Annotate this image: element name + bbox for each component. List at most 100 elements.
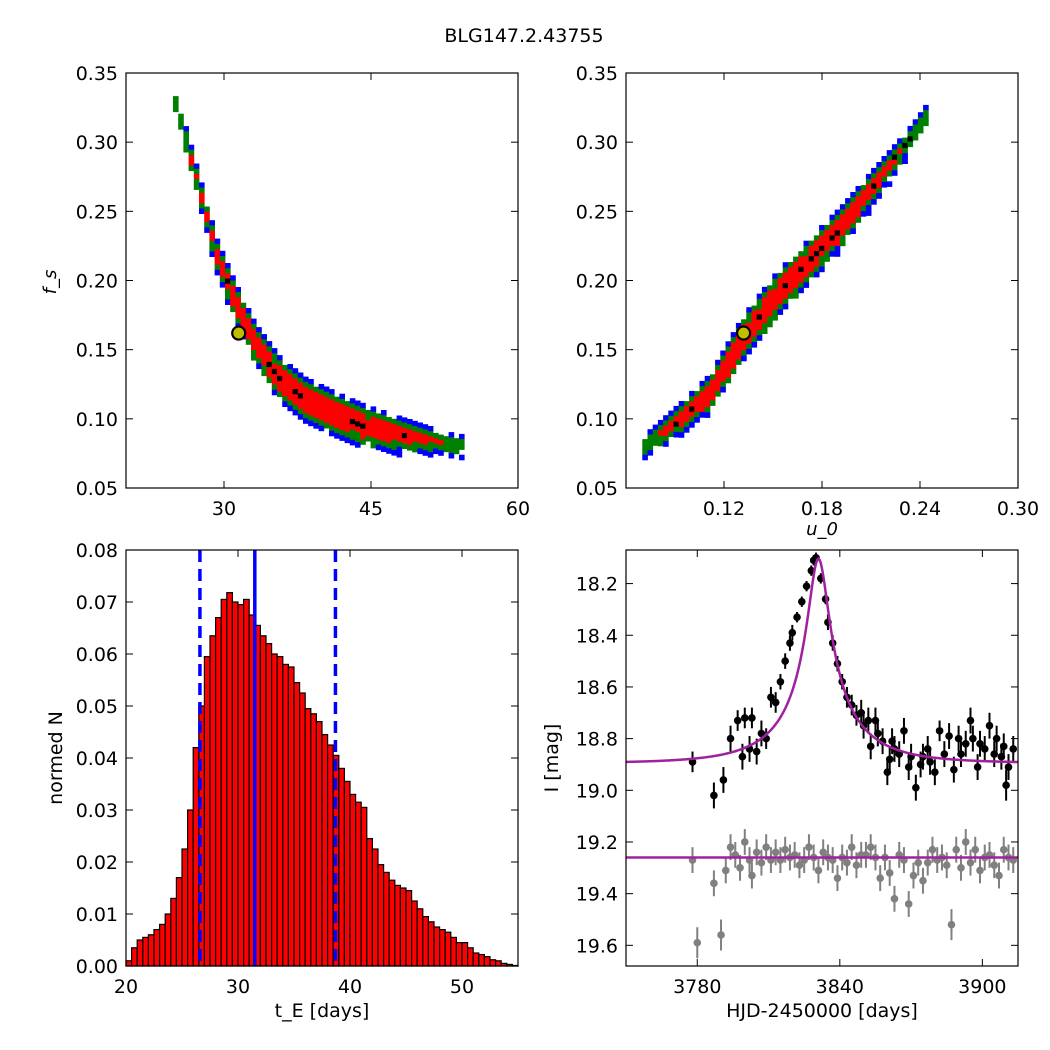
confidence-cell [303,418,309,424]
confidence-cell [193,163,200,170]
data-point [928,845,937,854]
confidence-cell [240,323,247,330]
confidence-cell [375,429,382,435]
confidence-cell [923,115,929,121]
histogram-bar [427,921,435,967]
data-point [1004,763,1013,771]
confidence-cell [694,411,700,418]
confidence-cell [917,127,924,134]
confidence-cell [855,186,862,192]
confidence-cell [355,421,361,427]
confidence-cell [657,430,664,436]
confidence-cell [772,273,778,279]
histogram-bar [338,767,345,967]
confidence-cell [813,271,820,278]
histogram-bar [467,947,474,967]
histogram-bar [455,941,463,967]
confidence-cell [355,426,361,433]
confidence-cell [256,327,262,333]
confidence-cell [819,225,825,231]
y-tick-label: 0.01 [76,904,118,926]
confidence-cell [761,318,768,324]
confidence-cell [834,246,841,252]
confidence-cell [824,256,830,262]
confidence-cell [871,183,877,190]
confidence-cell [673,405,680,412]
data-point [748,714,756,722]
confidence-cell [235,313,241,319]
confidence-cell [375,413,382,419]
confidence-cell [876,172,882,178]
u0-fs-ticks: 0.12 0.18 0.24 0.30 0.05 0.10 0.15 0.20 0.25 0.30… [576,63,1039,520]
confidence-cell [782,298,789,305]
confidence-cell [277,391,283,398]
y-tick-label: 18.4 [576,625,618,647]
confidence-cell [297,398,304,405]
confidence-cell [798,282,804,288]
confidence-cell [694,391,700,397]
histogram-bar [271,653,278,967]
confidence-cell [417,422,423,429]
confidence-cell [287,395,293,401]
confidence-cell [360,428,366,435]
confidence-cell [683,416,690,423]
data-point [966,858,975,867]
confidence-cell [642,444,648,450]
confidence-cell [683,411,690,418]
y-tick-label: 0.10 [76,409,118,431]
confidence-cell [756,304,763,310]
confidence-cell [725,362,732,368]
confidence-cell [251,318,257,325]
confidence-cell [209,246,215,252]
data-point [793,613,801,621]
confidence-cell [772,289,778,295]
confidence-cell [199,182,205,188]
confidence-cell [725,356,732,363]
confidence-cell [787,293,794,299]
confidence-cell [344,432,351,438]
histogram-bar [203,655,211,967]
confidence-cell [741,340,747,346]
confidence-cell [271,389,278,396]
confidence-cell [735,354,742,360]
x-tick-label: 3900 [958,976,1006,998]
confidence-cell [803,266,810,273]
confidence-cell [642,439,648,445]
confidence-cell [839,204,846,210]
histogram-bar [343,780,351,967]
confidence-cell [204,216,210,223]
confidence-cell [287,405,293,412]
y-tick-label: 0.25 [576,201,618,223]
histogram-bar [159,923,166,967]
confidence-cell [850,212,856,219]
confidence-cell [793,256,799,263]
confidence-cell [813,266,820,273]
y-tick-label: 0.30 [576,132,618,154]
histogram-bar [304,707,312,967]
confidence-cell [204,227,210,233]
confidence-cell [730,352,737,359]
confidence-cell [344,416,351,423]
confidence-cell [704,391,711,398]
confidence-cell [735,359,742,365]
confidence-cell [829,251,836,257]
confidence-cell [741,350,747,357]
confidence-cell [443,436,449,442]
confidence-cell [401,443,408,449]
confidence-cell [751,336,758,343]
confidence-cell [912,129,919,136]
confidence-cell [251,349,257,356]
confidence-cell [261,344,267,351]
confidence-cell [219,271,226,278]
confidence-cell [808,245,815,252]
confidence-cell [917,117,924,123]
data-point [762,843,770,851]
y-tick-label: 18.6 [576,677,618,699]
confidence-cell [323,396,330,403]
data-point [942,861,951,870]
x-tick-label: 3780 [673,976,721,998]
data-point [726,734,735,743]
confidence-cell [923,104,929,111]
confidence-cell [438,434,444,441]
confidence-cell [730,347,737,354]
